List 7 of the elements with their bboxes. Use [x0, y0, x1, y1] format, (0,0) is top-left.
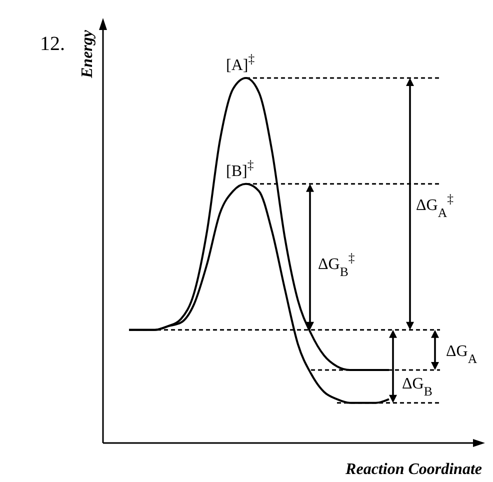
- x-axis-title: Reaction Coordinate: [344, 461, 482, 478]
- text: 12.: [40, 33, 65, 55]
- y-axis-title: Energy: [79, 29, 96, 79]
- annotation: ΔG$_{B}$: [402, 375, 432, 398]
- annotation: ΔG$_{A}$: [446, 342, 478, 366]
- annotation: [B]$^{‡}$: [226, 158, 254, 180]
- annotation: [A]$^{‡}$: [226, 52, 255, 74]
